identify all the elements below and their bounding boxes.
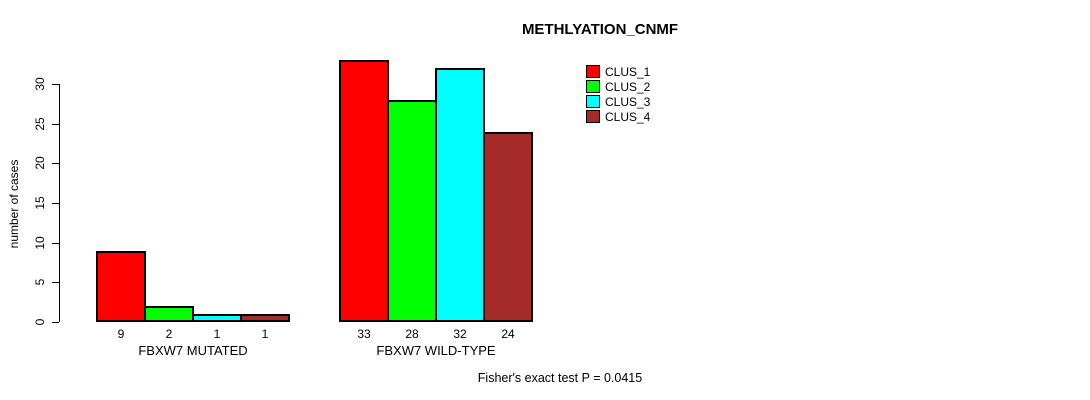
legend-label: CLUS_1 <box>605 64 651 79</box>
legend-item-clus_2: CLUS_2 <box>586 79 650 94</box>
chart-title: METHLYATION_CNMF <box>521 21 679 38</box>
y-axis-line <box>59 84 60 322</box>
bar-clus_4-2 <box>483 132 533 322</box>
legend-item-clus_3: CLUS_3 <box>586 94 650 109</box>
bar-clus_2-1 <box>144 306 194 322</box>
y-axis-tick <box>52 124 59 125</box>
bar-value-label: 1 <box>261 327 269 341</box>
y-axis-tick <box>52 84 59 85</box>
y-axis-tick-label: 0 <box>33 318 47 326</box>
bar-value-label: 9 <box>117 327 125 341</box>
y-axis-tick-label: 5 <box>33 278 47 286</box>
y-axis-tick-label: 10 <box>33 236 47 250</box>
y-axis-tick <box>52 163 59 164</box>
legend-label: CLUS_3 <box>605 94 651 109</box>
category-label-2: FBXW7 WILD-TYPE <box>376 343 496 358</box>
y-axis-tick-label: 15 <box>33 196 47 210</box>
legend-label: CLUS_2 <box>605 79 651 94</box>
y-axis-tick <box>52 203 59 204</box>
legend-item-clus_1: CLUS_1 <box>586 64 650 79</box>
legend: CLUS_1 CLUS_2 CLUS_3 CLUS_4 <box>586 64 650 124</box>
legend-swatch-icon <box>586 65 600 78</box>
bar-value-label: 32 <box>453 327 467 341</box>
y-axis-tick-label: 30 <box>33 77 47 91</box>
bar-value-label: 1 <box>213 327 221 341</box>
y-axis-tick <box>52 322 59 323</box>
legend-label: CLUS_4 <box>605 109 651 124</box>
bar-value-label: 2 <box>165 327 173 341</box>
bar-value-label: 33 <box>357 327 371 341</box>
category-label-1: FBXW7 MUTATED <box>138 343 248 358</box>
y-axis-title: number of cases <box>7 159 21 249</box>
annotation-text: Fisher's exact test P = 0.0415 <box>477 371 643 385</box>
y-axis-tick <box>52 282 59 283</box>
bar-value-label: 24 <box>501 327 515 341</box>
legend-swatch-icon <box>586 110 600 123</box>
y-axis-tick-label: 20 <box>33 156 47 170</box>
bar-clus_4-1 <box>240 314 290 322</box>
bar-clus_3-2 <box>435 68 485 322</box>
bar-clus_2-2 <box>387 100 437 322</box>
bar-clus_3-1 <box>192 314 242 322</box>
legend-item-clus_4: CLUS_4 <box>586 109 650 124</box>
bar-clus_1-2 <box>339 60 389 322</box>
bar-value-label: 28 <box>405 327 419 341</box>
legend-swatch-icon <box>586 80 600 93</box>
bar-clus_1-1 <box>96 251 146 322</box>
y-axis-tick-label: 25 <box>33 117 47 131</box>
legend-swatch-icon <box>586 95 600 108</box>
y-axis-tick <box>52 243 59 244</box>
